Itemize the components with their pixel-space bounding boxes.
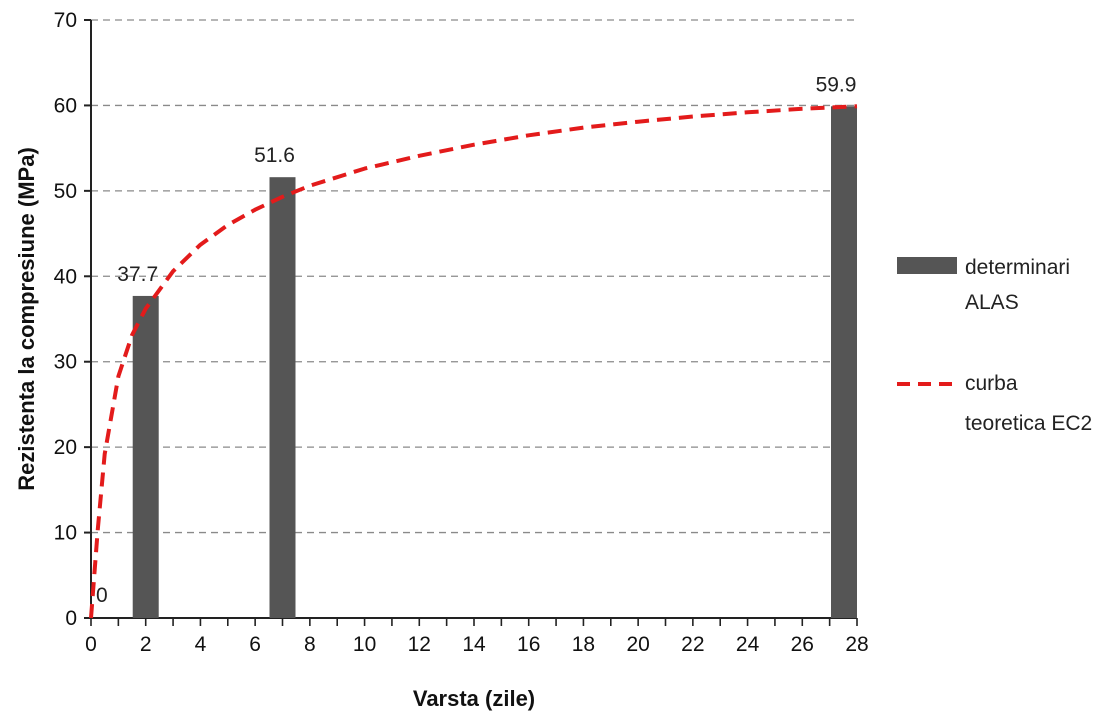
bar <box>269 177 296 618</box>
y-axis-title: Rezistenta la compresiune (MPa) <box>14 147 39 491</box>
x-tick-label: 18 <box>572 633 595 656</box>
y-tick-label: 70 <box>54 9 77 32</box>
legend-swatch-bar <box>897 257 957 274</box>
x-tick-label: 2 <box>140 633 152 656</box>
x-tick-label: 26 <box>791 633 814 656</box>
legend-label-bars: determinari <box>965 256 1070 279</box>
bar <box>132 295 159 618</box>
x-tick-label: 28 <box>845 633 868 656</box>
legend-label-bars: ALAS <box>965 291 1019 314</box>
x-tick-label: 20 <box>626 633 649 656</box>
y-tick-label: 30 <box>54 351 77 374</box>
x-axis-title: Varsta (zile) <box>413 686 535 711</box>
y-tick-label: 50 <box>54 180 77 203</box>
x-tick-label: 0 <box>85 633 97 656</box>
y-tick-label: 10 <box>54 522 77 545</box>
legend-label-curve: teoretica EC2 <box>965 412 1092 435</box>
legend-label-curve: curba <box>965 372 1018 395</box>
ec2-curve-line <box>89 104 858 619</box>
y-tick-label: 60 <box>54 94 77 117</box>
x-tick-label: 16 <box>517 633 540 656</box>
bar <box>831 106 857 618</box>
x-tick-label: 12 <box>408 633 431 656</box>
y-tick-label: 20 <box>54 436 77 459</box>
bar-data-label: 51.6 <box>254 144 295 167</box>
origin-data-label: 0 <box>96 584 108 607</box>
y-tick-label: 0 <box>65 607 77 630</box>
x-tick-label: 4 <box>195 633 207 656</box>
x-tick-label: 6 <box>249 633 261 656</box>
x-tick-label: 14 <box>462 633 486 656</box>
x-tick-label: 22 <box>681 633 704 656</box>
x-tick-label: 8 <box>304 633 316 656</box>
bar-data-label: 59.9 <box>816 73 857 96</box>
x-tick-label: 24 <box>736 633 760 656</box>
x-tick-label: 10 <box>353 633 376 656</box>
bar-data-label: 37.7 <box>117 263 158 286</box>
y-tick-label: 40 <box>54 265 77 288</box>
